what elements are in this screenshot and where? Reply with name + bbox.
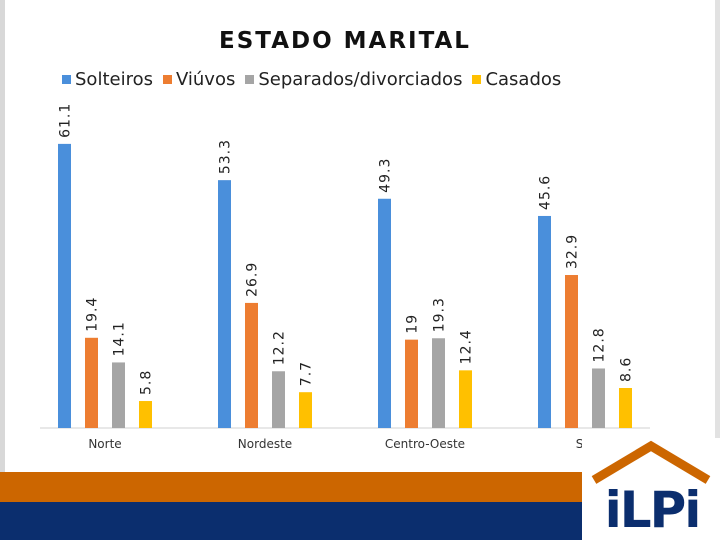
data-label-0-0: 61.1 [58,103,74,138]
bar-1-1 [245,302,258,428]
bar-2-1 [405,339,418,428]
legend-item-solteiros: Solteiros [62,69,153,90]
data-label-1-2: 12.2 [272,330,288,365]
bar-3-3 [619,388,632,428]
bar-0-1 [85,337,98,428]
bar-1-2 [272,371,285,428]
category-label-2: Centro-Oeste [385,437,465,451]
right-frame-border [715,0,720,470]
legend-swatch-viuvos [162,74,172,84]
ilpi-logo: iLPi [582,438,720,540]
bar-1-0 [218,180,231,428]
legend-label-solteiros: Solteiros [75,68,153,90]
legend-label-viuvos: Viúvos [175,68,236,90]
bar-3-2 [592,368,605,428]
bar-3-1 [565,275,578,428]
data-label-1-0: 53.3 [218,139,234,174]
legend-label-casados: Casados [485,68,562,90]
data-label-0-2: 14.1 [112,321,128,356]
chart-title: ESTADO MARITAL [219,28,471,54]
house-roof-icon [591,440,711,484]
data-label-3-2: 12.8 [592,327,608,362]
category-label-1: Nordeste [238,437,292,451]
bar-3-0 [538,215,551,428]
data-label-3-3: 8.6 [619,357,635,382]
chart-legend: Solteiros Viúvos Separados/divorciados C… [62,68,571,90]
data-label-2-2: 19.3 [432,297,448,332]
bar-1-3 [299,392,312,428]
data-label-3-0: 45.6 [538,175,554,210]
logo-text: iLPi [604,481,702,539]
data-label-2-0: 49.3 [378,158,394,193]
legend-swatch-solteiros [62,74,71,84]
legend-swatch-casados [472,74,482,84]
bar-chart: 61.1 19.4 14.1 5.8 Norte 53.3 26.9 12.2 7.7 Norde… [40,103,650,451]
bar-0-0 [58,143,71,428]
data-label-1-1: 26.9 [245,262,261,297]
data-label-1-3: 7.7 [299,361,315,386]
legend-label-separados: Separados/divorciados [258,68,463,90]
category-label-0: Norte [88,437,121,451]
left-frame-border [0,0,5,540]
data-label-0-3: 5.8 [139,370,155,395]
bar-0-3 [139,401,152,428]
bar-2-2 [432,338,445,428]
data-label-2-1: 19 [405,314,421,334]
data-label-0-1: 19.4 [85,297,101,332]
legend-item-viuvos: Viúvos [162,68,236,90]
bar-2-3 [459,370,472,428]
legend-swatch-separados [245,74,255,84]
data-label-2-3: 12.4 [459,329,475,364]
bar-0-2 [112,362,125,428]
bar-2-0 [378,198,391,428]
legend-item-separados: Separados/divorciados [245,69,462,90]
data-label-3-1: 32.9 [565,234,581,269]
legend-item-casados: Casados [472,69,561,90]
